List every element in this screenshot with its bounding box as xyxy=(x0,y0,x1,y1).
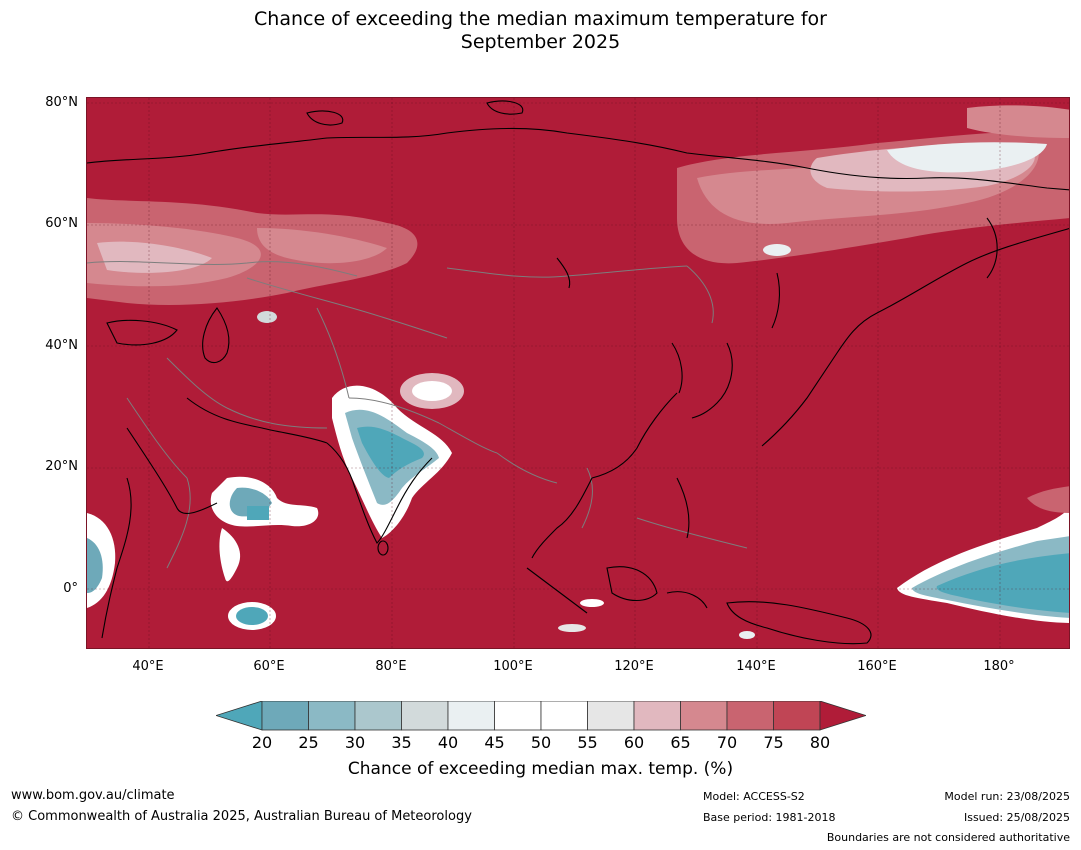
colorbar-swatch xyxy=(726,700,774,731)
lon-label-160e: 160°E xyxy=(857,659,897,674)
lon-label-60e: 60°E xyxy=(253,659,285,674)
tibet-anomaly xyxy=(400,373,464,409)
colorbar-tick-label: 20 xyxy=(251,733,273,752)
base-period: Base period: 1981-2018 xyxy=(703,811,836,824)
probability-map[interactable] xyxy=(86,97,1070,649)
copyright-text: © Commonwealth of Australia 2025, Austra… xyxy=(11,809,472,824)
colorbar-tick-label: 30 xyxy=(344,733,366,752)
colorbar-tick-label: 25 xyxy=(298,733,319,752)
colorbar-tick-label: 65 xyxy=(670,733,691,752)
colorbar-swatch xyxy=(354,700,402,731)
lon-label-80e: 80°E xyxy=(375,659,407,674)
model-run-date: Model run: 23/08/2025 xyxy=(944,790,1070,803)
colorbar-tick-label: 55 xyxy=(577,733,598,752)
maritime-continent-patches xyxy=(558,599,755,639)
lat-label-40n: 40°N xyxy=(45,338,78,353)
graticule xyxy=(87,98,1069,648)
colorbar-swatch xyxy=(308,700,356,731)
lon-label-140e: 140°E xyxy=(736,659,776,674)
arabian-sea-cool-anomaly xyxy=(87,476,319,630)
website-link[interactable]: www.bom.gov.au/climate xyxy=(11,788,175,803)
lat-label-0: 0° xyxy=(63,581,78,596)
colorbar-tick-label: 50 xyxy=(530,733,552,752)
pacific-cool-anomaly xyxy=(897,486,1069,623)
issued-date: Issued: 25/08/2025 xyxy=(963,811,1070,824)
colorbar-tick-label: 40 xyxy=(437,733,459,752)
western-russia-anomaly xyxy=(87,198,418,323)
colorbar-tick-label: 75 xyxy=(763,733,784,752)
colorbar-tick-label: 60 xyxy=(623,733,645,752)
lat-label-80n: 80°N xyxy=(45,95,78,110)
colorbar-extend-high xyxy=(819,700,868,731)
lat-label-60n: 60°N xyxy=(45,216,78,231)
colorbar-swatch xyxy=(401,700,449,731)
colorbar xyxy=(214,700,868,735)
colorbar-swatch xyxy=(633,700,681,731)
map-title: Chance of exceeding the median maximum t… xyxy=(0,8,1081,54)
map-canvas xyxy=(87,98,1069,648)
lon-label-40e: 40°E xyxy=(132,659,164,674)
east-siberia-anomaly xyxy=(677,105,1069,264)
colorbar-swatches xyxy=(214,700,868,731)
country-boundaries xyxy=(87,261,748,569)
india-cool-anomaly xyxy=(332,385,452,538)
colorbar-swatch xyxy=(494,700,542,731)
model-name: Model: ACCESS-S2 xyxy=(703,790,805,803)
colorbar-tick-label: 80 xyxy=(809,733,831,752)
colorbar-tick-label: 35 xyxy=(391,733,412,752)
colorbar-extend-low xyxy=(214,700,263,731)
colorbar-swatch xyxy=(680,700,728,731)
lon-label-120e: 120°E xyxy=(614,659,654,674)
map-title-line1: Chance of exceeding the median maximum t… xyxy=(254,8,827,30)
colorbar-swatch xyxy=(261,700,309,731)
coastlines xyxy=(87,100,1069,645)
colorbar-label: Chance of exceeding median max. temp. (%… xyxy=(347,759,734,779)
colorbar-swatch xyxy=(773,700,821,731)
colorbar-swatch xyxy=(447,700,495,731)
colorbar-tick-label: 70 xyxy=(716,733,738,752)
colorbar-swatch xyxy=(587,700,635,731)
colorbar-tick-label: 45 xyxy=(484,733,505,752)
lat-label-20n: 20°N xyxy=(45,459,78,474)
colorbar-swatch xyxy=(540,700,588,731)
lon-label-100e: 100°E xyxy=(493,659,533,674)
map-title-line2: September 2025 xyxy=(460,31,621,53)
boundary-disclaimer: Boundaries are not considered authoritat… xyxy=(826,831,1070,844)
lon-label-180: 180° xyxy=(983,659,1015,674)
